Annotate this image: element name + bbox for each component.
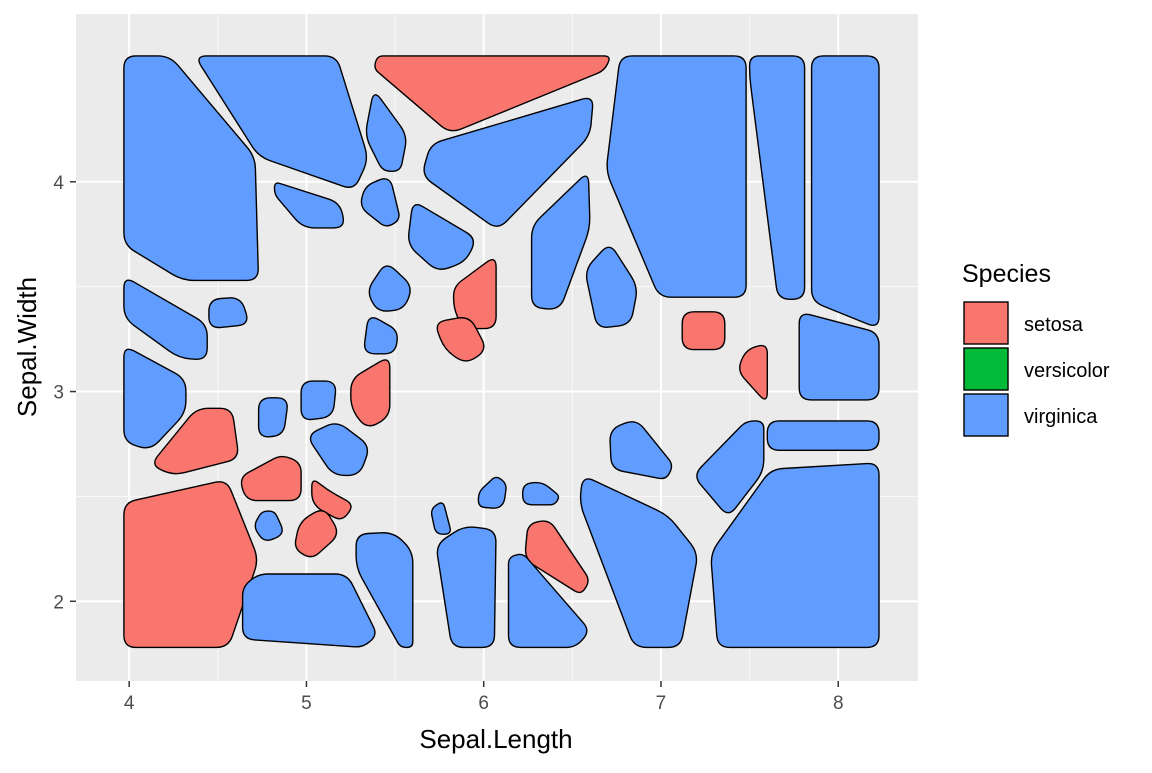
legend-label-versicolor: versicolor	[1024, 360, 1110, 382]
voronoi-cell-virginica	[257, 397, 288, 438]
legend-key-versicolor	[963, 347, 1009, 391]
voronoi-cell-virginica	[300, 380, 337, 421]
x-axis-title: Sepal.Length	[419, 724, 572, 754]
voronoi-cell-virginica	[254, 510, 283, 541]
voronoi-cell-virginica	[436, 526, 497, 649]
axes: 4 5 6 7 8 2 3 4	[53, 173, 843, 714]
voronoi-cells	[123, 55, 880, 649]
voronoi-cell-virginica	[477, 476, 507, 509]
voronoi-cell-virginica	[766, 420, 880, 451]
voronoi-cell-virginica	[609, 421, 673, 480]
voronoi-cell-virginica	[123, 348, 187, 449]
voronoi-cell-virginica	[365, 94, 407, 172]
y-tick-label: 3	[53, 383, 64, 404]
voronoi-cell-virginica	[522, 481, 560, 506]
voronoi-cell-setosa	[739, 344, 768, 400]
voronoi-cell-setosa	[452, 258, 497, 330]
legend-label-virginica: virginica	[1024, 406, 1098, 428]
voronoi-cell-virginica	[241, 573, 376, 648]
y-tick-label: 2	[53, 592, 64, 613]
voronoi-cell-virginica	[273, 182, 345, 229]
voronoi-cell-setosa	[154, 407, 239, 475]
voronoi-cell-virginica	[430, 502, 451, 535]
voronoi-cell-setosa	[374, 55, 610, 132]
voronoi-cell-virginica	[579, 478, 698, 649]
x-tick-label: 5	[301, 693, 312, 714]
voronoi-cell-virginica	[360, 178, 400, 227]
voronoi-cell-virginica	[507, 553, 588, 649]
voronoi-cell-virginica	[530, 175, 591, 310]
voronoi-cell-virginica	[355, 532, 414, 649]
y-axis-title: Sepal.Width	[12, 277, 42, 417]
voronoi-cell-setosa	[436, 317, 485, 362]
x-tick-label: 8	[833, 693, 844, 714]
voronoi-cell-setosa	[681, 311, 726, 351]
x-tick-label: 6	[478, 693, 489, 714]
voronoi-cell-virginica	[810, 55, 880, 327]
voronoi-cell-virginica	[585, 246, 637, 328]
y-tick-label: 4	[53, 173, 64, 194]
voronoi-cell-virginica	[606, 55, 747, 298]
legend-key-setosa	[963, 301, 1009, 345]
voronoi-cell-virginica	[123, 279, 208, 360]
voronoi-cell-virginica	[363, 317, 398, 355]
x-tick-label: 4	[124, 693, 135, 714]
voronoi-cell-virginica	[309, 423, 369, 477]
x-tick-label: 7	[656, 693, 667, 714]
voronoi-cell-virginica	[710, 462, 880, 649]
voronoi-cell-virginica	[198, 55, 368, 188]
voronoi-cell-virginica	[208, 297, 248, 329]
voronoi-cell-setosa	[350, 359, 391, 427]
voronoi-cell-virginica	[368, 265, 411, 312]
legend: Species setosa versicolor virginica	[962, 260, 1110, 437]
legend-title: Species	[962, 260, 1051, 288]
voronoi-cell-setosa	[123, 481, 258, 649]
legend-key-virginica	[963, 393, 1009, 437]
voronoi-cell-virginica	[423, 97, 594, 227]
voronoi-cell-virginica	[123, 55, 259, 282]
voronoi-cell-virginica	[408, 204, 475, 270]
legend-label-setosa: setosa	[1024, 314, 1084, 336]
voronoi-cell-virginica	[748, 55, 806, 300]
voronoi-cell-setosa	[240, 455, 302, 502]
voronoi-cell-setosa	[294, 510, 338, 558]
voronoi-cell-virginica	[798, 313, 880, 401]
voronoi-cell-setosa	[311, 480, 352, 520]
voronoi-cell-virginica	[696, 420, 765, 514]
